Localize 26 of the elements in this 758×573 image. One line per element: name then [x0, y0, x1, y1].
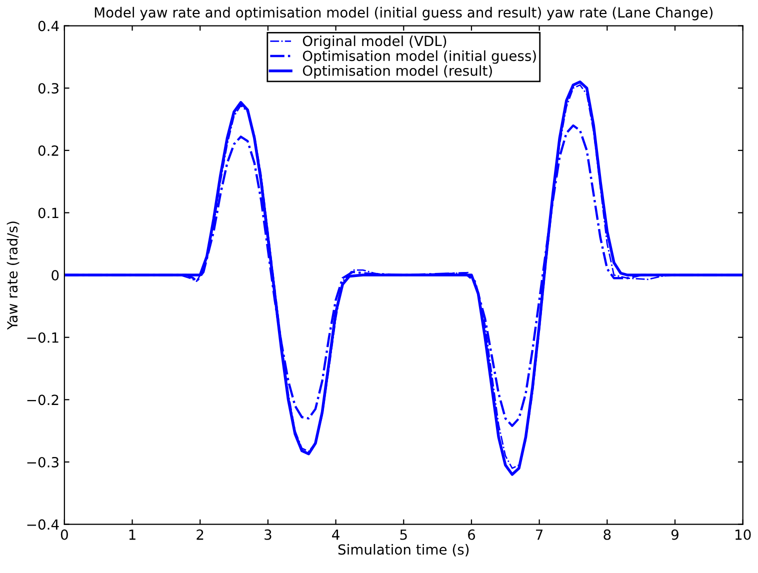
y-tick-label: −0.2	[27, 394, 58, 406]
y-axis-title: Yaw rate (rad/s)	[6, 222, 20, 330]
x-tick-label: 0	[60, 529, 68, 540]
y-tick-label: 0.1	[38, 208, 58, 218]
y-tick-label: −0.3	[27, 456, 58, 468]
legend-label: Optimisation model (initial guess)	[302, 50, 536, 64]
x-tick-label: 9	[671, 529, 678, 540]
legend-label: Original model (VDL)	[302, 36, 446, 49]
x-tick-label: 6	[468, 529, 476, 540]
y-tick-label: −0.4	[27, 519, 59, 530]
x-tick-label: 7	[536, 530, 543, 540]
x-tick-label: 4	[332, 530, 340, 540]
x-tick-label: 2	[196, 529, 204, 540]
x-tick-label: 3	[264, 529, 272, 540]
y-tick-label: 0	[52, 270, 59, 281]
x-tick-label: 5	[400, 530, 407, 540]
x-tick-label: 1	[129, 530, 136, 540]
x-tick-label: 10	[736, 529, 751, 540]
x-tick-label: 8	[604, 529, 611, 540]
chart-title: Model yaw rate and optimisation model (initial guess and result) yaw rate (Lane Change)	[94, 6, 713, 20]
legend-label: Optimisation model (result)	[302, 65, 492, 79]
y-tick-label: 0.3	[38, 83, 58, 94]
y-tick-label: −0.1	[27, 332, 58, 343]
y-tick-label: 0.2	[38, 145, 58, 156]
x-axis-title: Simulation time (s)	[338, 544, 469, 556]
y-tick-label: 0.4	[38, 20, 59, 32]
